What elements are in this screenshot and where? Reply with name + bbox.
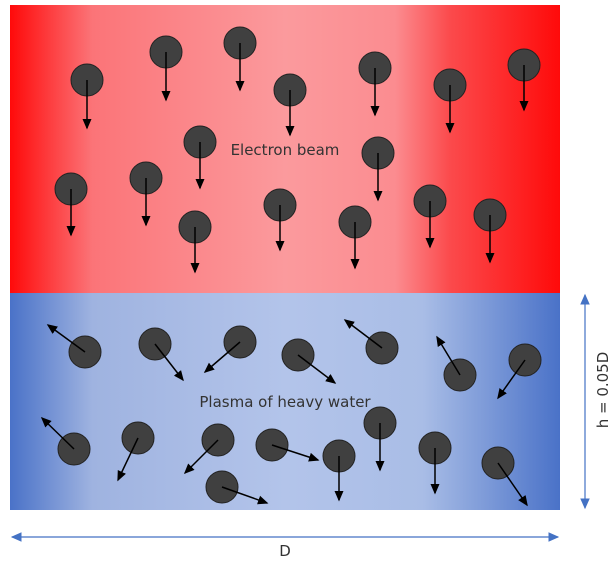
diagram: Electron beam Plasma of heavy water D h … [0, 0, 614, 562]
plasma-label: Plasma of heavy water [199, 393, 371, 411]
electron-beam-label: Electron beam [231, 141, 340, 159]
width-label: D [279, 542, 291, 560]
height-label: h = 0.05D [594, 352, 612, 429]
page: Electron beam Plasma of heavy water D h … [0, 0, 614, 562]
